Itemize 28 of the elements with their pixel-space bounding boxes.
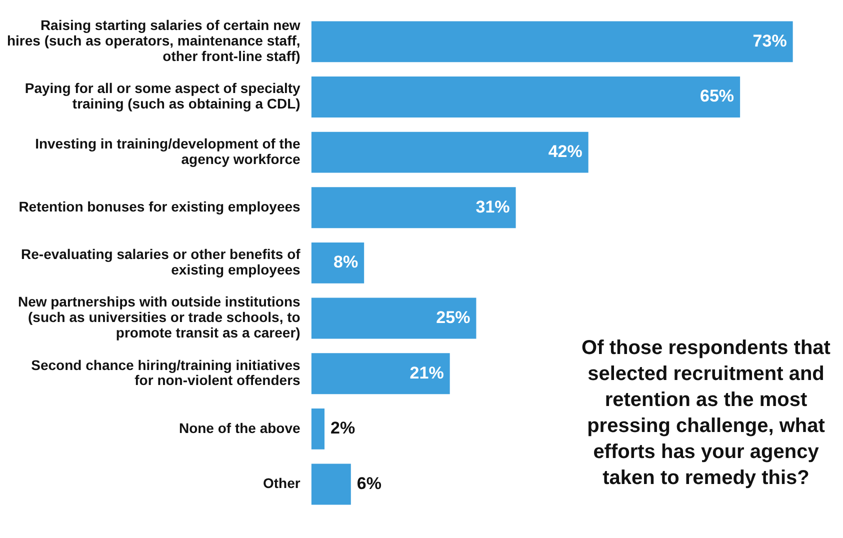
bar xyxy=(311,353,450,394)
data-label: 8% xyxy=(334,252,358,272)
data-label: 31% xyxy=(476,197,510,216)
bar xyxy=(311,464,351,505)
data-label: 42% xyxy=(548,142,582,161)
y-tick-label: None of the above xyxy=(178,420,301,436)
text: Of those respondents that selected recruitment and retention as the most pressing challenge, what efforts has your agency taken to remedy this? xyxy=(580,336,832,491)
bar xyxy=(311,408,325,450)
y-tick-label: Second chance hiring/training initiatives for non-violent offenders xyxy=(31,356,301,388)
bar xyxy=(311,242,364,284)
bar xyxy=(311,298,476,339)
y-tick-label: Investing in training/development of the agency workforce xyxy=(35,135,301,167)
y-tick-label: Retention bonuses for existing employees xyxy=(18,198,301,214)
data-label: 21% xyxy=(410,363,444,382)
bar xyxy=(311,21,793,62)
data-label: 73% xyxy=(752,31,787,50)
data-label: 65% xyxy=(700,86,734,106)
y-tick-label: Raising starting salaries of certain new hires (such as operators, maintenance staff, other front-line staff) xyxy=(6,17,300,64)
y-tick-label: Re-evaluating salaries or other benefits of existing employees xyxy=(21,246,301,278)
y-tick-label: New partnerships with outside institutions (such as universities or trade schools, to promote transit as a career) xyxy=(18,294,301,341)
data-label: 6% xyxy=(356,474,382,493)
bar xyxy=(311,76,740,118)
y-tick-label: Paying for all or some aspect of specialty training (such as obtaining a CDL) xyxy=(24,80,301,112)
y-tick-label: Other xyxy=(262,475,301,492)
bar xyxy=(311,132,588,173)
bar xyxy=(311,187,516,228)
data-label: 25% xyxy=(436,308,470,327)
data-label: 2% xyxy=(330,418,356,438)
